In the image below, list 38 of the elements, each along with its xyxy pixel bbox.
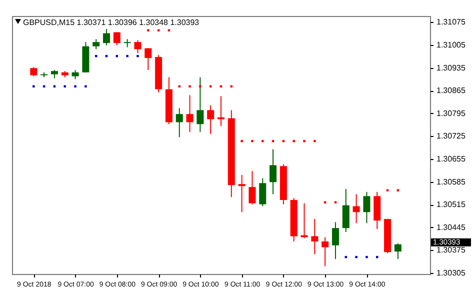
y-tick-label: 1.30725 bbox=[436, 132, 466, 141]
candlestick bbox=[218, 96, 224, 127]
y-tick-label: 1.31075 bbox=[436, 18, 466, 27]
candlestick bbox=[207, 104, 214, 134]
candlestick bbox=[134, 40, 142, 54]
candlestick bbox=[30, 66, 38, 77]
candlestick bbox=[92, 38, 100, 50]
candlestick bbox=[176, 108, 183, 138]
candlestick bbox=[322, 236, 329, 267]
candlestick bbox=[352, 194, 360, 224]
candlestick bbox=[363, 191, 370, 224]
y-tick-label: 1.31005 bbox=[436, 40, 466, 50]
candlestick bbox=[311, 218, 318, 255]
candlestick bbox=[186, 94, 194, 132]
y-tick-label: 1.30935 bbox=[436, 63, 466, 72]
y-tick-label: 1.30305 bbox=[436, 268, 466, 278]
y-tick-label: 1.30375 bbox=[436, 246, 466, 255]
candlestick bbox=[259, 178, 266, 207]
candlestick bbox=[394, 242, 402, 260]
y-tick-label: 1.30585 bbox=[436, 177, 466, 186]
candlestick bbox=[72, 70, 79, 80]
candlestick bbox=[113, 32, 120, 46]
candlestick bbox=[342, 188, 350, 232]
candlestick bbox=[300, 202, 308, 239]
candlestick bbox=[270, 148, 277, 195]
candlestick bbox=[103, 28, 110, 46]
candlestick bbox=[238, 174, 246, 213]
y-tick-label: 1.30515 bbox=[436, 200, 466, 210]
candlestick bbox=[144, 48, 152, 71]
candlestick bbox=[248, 170, 256, 205]
candlestick bbox=[332, 222, 339, 260]
y-tick-label: 1.30795 bbox=[436, 108, 466, 118]
y-tick-label: 1.30865 bbox=[436, 86, 466, 96]
candlestick bbox=[196, 76, 204, 132]
y-tick-label: 1.30445 bbox=[436, 222, 466, 232]
candlestick bbox=[124, 38, 131, 48]
y-tick-label: 1.30655 bbox=[436, 154, 466, 164]
chart-title: GBPUSD,M15 1.30371 1.30396 1.30348 1.30393 bbox=[23, 18, 200, 27]
